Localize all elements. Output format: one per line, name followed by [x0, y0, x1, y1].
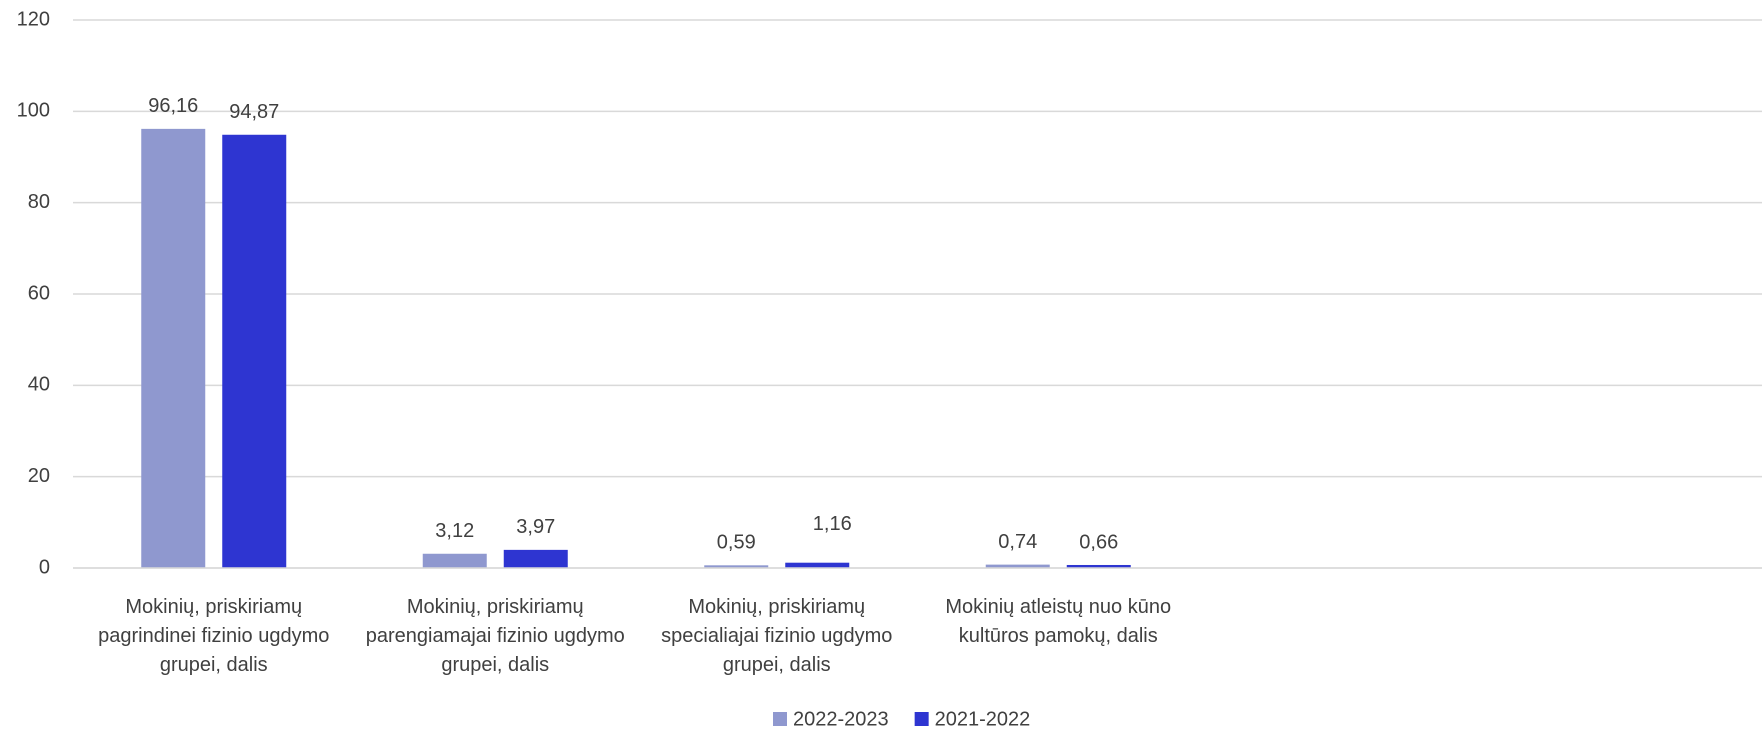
x-tick-label: Mokinių, priskiriamų specialiajai fizini… [661, 596, 893, 676]
y-tick-label: 40 [28, 374, 50, 396]
data-label: 0,66 [1079, 531, 1118, 553]
bar [422, 553, 487, 568]
data-label: 1,16 [813, 513, 852, 535]
y-tick-label: 20 [28, 465, 50, 487]
data-label: 0,59 [717, 532, 756, 554]
bar [222, 134, 287, 569]
bar [785, 562, 850, 568]
y-tick-label: 120 [17, 8, 50, 30]
legend-label: 2021-2022 [935, 708, 1031, 730]
bar [985, 564, 1050, 568]
bar [503, 549, 568, 568]
data-label: 0,74 [998, 531, 1037, 553]
y-tick-label: 0 [39, 556, 50, 578]
x-tick-label: Mokinių, priskiriamų parengiamajai fizin… [365, 596, 625, 676]
bar [704, 565, 769, 568]
data-label: 3,97 [516, 516, 555, 538]
y-tick-label: 80 [28, 191, 50, 213]
data-label: 94,87 [229, 101, 279, 123]
y-tick-label: 100 [17, 100, 50, 122]
data-label: 3,12 [435, 520, 474, 542]
bar [141, 128, 206, 569]
bar [1066, 564, 1131, 568]
y-tick-label: 60 [28, 282, 50, 304]
legend-label: 2022-2023 [793, 708, 889, 730]
legend-swatch [914, 712, 929, 726]
x-tick-label: Mokinių, priskiriamų pagrindinei fizinio… [98, 596, 330, 676]
data-label: 96,16 [148, 95, 198, 117]
x-tick-label: Mokinių atleistų nuo kūno kultūros pamok… [945, 596, 1172, 647]
legend-swatch [773, 712, 787, 726]
